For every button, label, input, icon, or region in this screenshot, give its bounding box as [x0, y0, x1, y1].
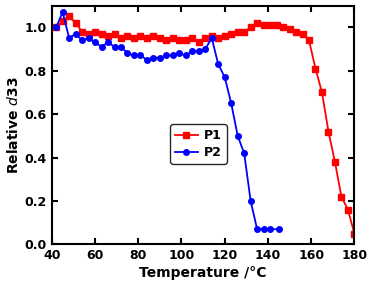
- P1: [268, 23, 272, 27]
- P1: [60, 19, 65, 23]
- P2: [248, 199, 253, 203]
- P2: [190, 49, 195, 53]
- P1: [138, 34, 143, 38]
- P2: [197, 49, 201, 53]
- P1: [203, 36, 207, 40]
- P1: [307, 39, 311, 42]
- P2: [216, 62, 220, 66]
- P1: [67, 15, 71, 18]
- P1: [145, 36, 149, 40]
- P2: [210, 36, 214, 40]
- P1: [190, 36, 195, 40]
- P2: [164, 54, 169, 57]
- P1: [287, 28, 292, 31]
- P1: [216, 36, 220, 40]
- P1: [54, 25, 59, 29]
- P2: [222, 76, 227, 79]
- P2: [60, 10, 65, 14]
- P1: [164, 39, 169, 42]
- P1: [313, 67, 318, 70]
- P1: [333, 160, 337, 164]
- P1: [294, 30, 298, 33]
- P2: [203, 47, 207, 51]
- P1: [119, 36, 123, 40]
- P2: [184, 54, 188, 57]
- P1: [210, 34, 214, 38]
- P1: [261, 23, 266, 27]
- P1: [275, 23, 279, 27]
- P1: [184, 39, 188, 42]
- P1: [125, 34, 130, 38]
- P1: [300, 32, 305, 35]
- X-axis label: Temperature /°C: Temperature /°C: [140, 267, 267, 281]
- P1: [132, 36, 136, 40]
- P2: [235, 134, 240, 138]
- P2: [119, 45, 123, 49]
- Line: P1: P1: [53, 14, 357, 236]
- P1: [73, 21, 78, 25]
- P1: [170, 36, 175, 40]
- P2: [177, 51, 182, 55]
- P2: [276, 227, 281, 231]
- P1: [242, 30, 247, 33]
- P2: [138, 54, 143, 57]
- P2: [229, 102, 233, 105]
- P1: [93, 30, 97, 33]
- P2: [93, 41, 97, 44]
- P1: [80, 30, 84, 33]
- P2: [54, 25, 59, 29]
- P1: [339, 195, 344, 198]
- P1: [352, 232, 357, 235]
- P1: [326, 130, 331, 133]
- P1: [99, 32, 104, 35]
- P1: [255, 21, 259, 25]
- P2: [132, 54, 136, 57]
- P1: [235, 30, 240, 33]
- P2: [112, 45, 117, 49]
- P2: [242, 152, 247, 155]
- P2: [99, 45, 104, 49]
- Line: P2: P2: [53, 9, 282, 232]
- P2: [170, 54, 175, 57]
- P2: [125, 51, 130, 55]
- P1: [248, 25, 253, 29]
- P2: [261, 227, 266, 231]
- P1: [158, 36, 162, 40]
- P1: [197, 41, 201, 44]
- Y-axis label: Relative $\mathit{d}$33: Relative $\mathit{d}$33: [6, 76, 21, 174]
- P1: [281, 25, 285, 29]
- P1: [222, 34, 227, 38]
- P2: [80, 39, 84, 42]
- P2: [106, 41, 110, 44]
- P1: [177, 39, 182, 42]
- P1: [229, 32, 233, 35]
- P1: [346, 208, 350, 211]
- P2: [268, 227, 272, 231]
- Legend: P1, P2: P1, P2: [170, 124, 227, 164]
- P1: [320, 91, 324, 94]
- P1: [106, 34, 110, 38]
- P2: [73, 32, 78, 35]
- P2: [151, 56, 156, 59]
- P1: [86, 32, 91, 35]
- P2: [67, 36, 71, 40]
- P2: [158, 56, 162, 59]
- P1: [151, 34, 156, 38]
- P2: [145, 58, 149, 61]
- P2: [86, 36, 91, 40]
- P1: [112, 32, 117, 35]
- P2: [255, 227, 259, 231]
